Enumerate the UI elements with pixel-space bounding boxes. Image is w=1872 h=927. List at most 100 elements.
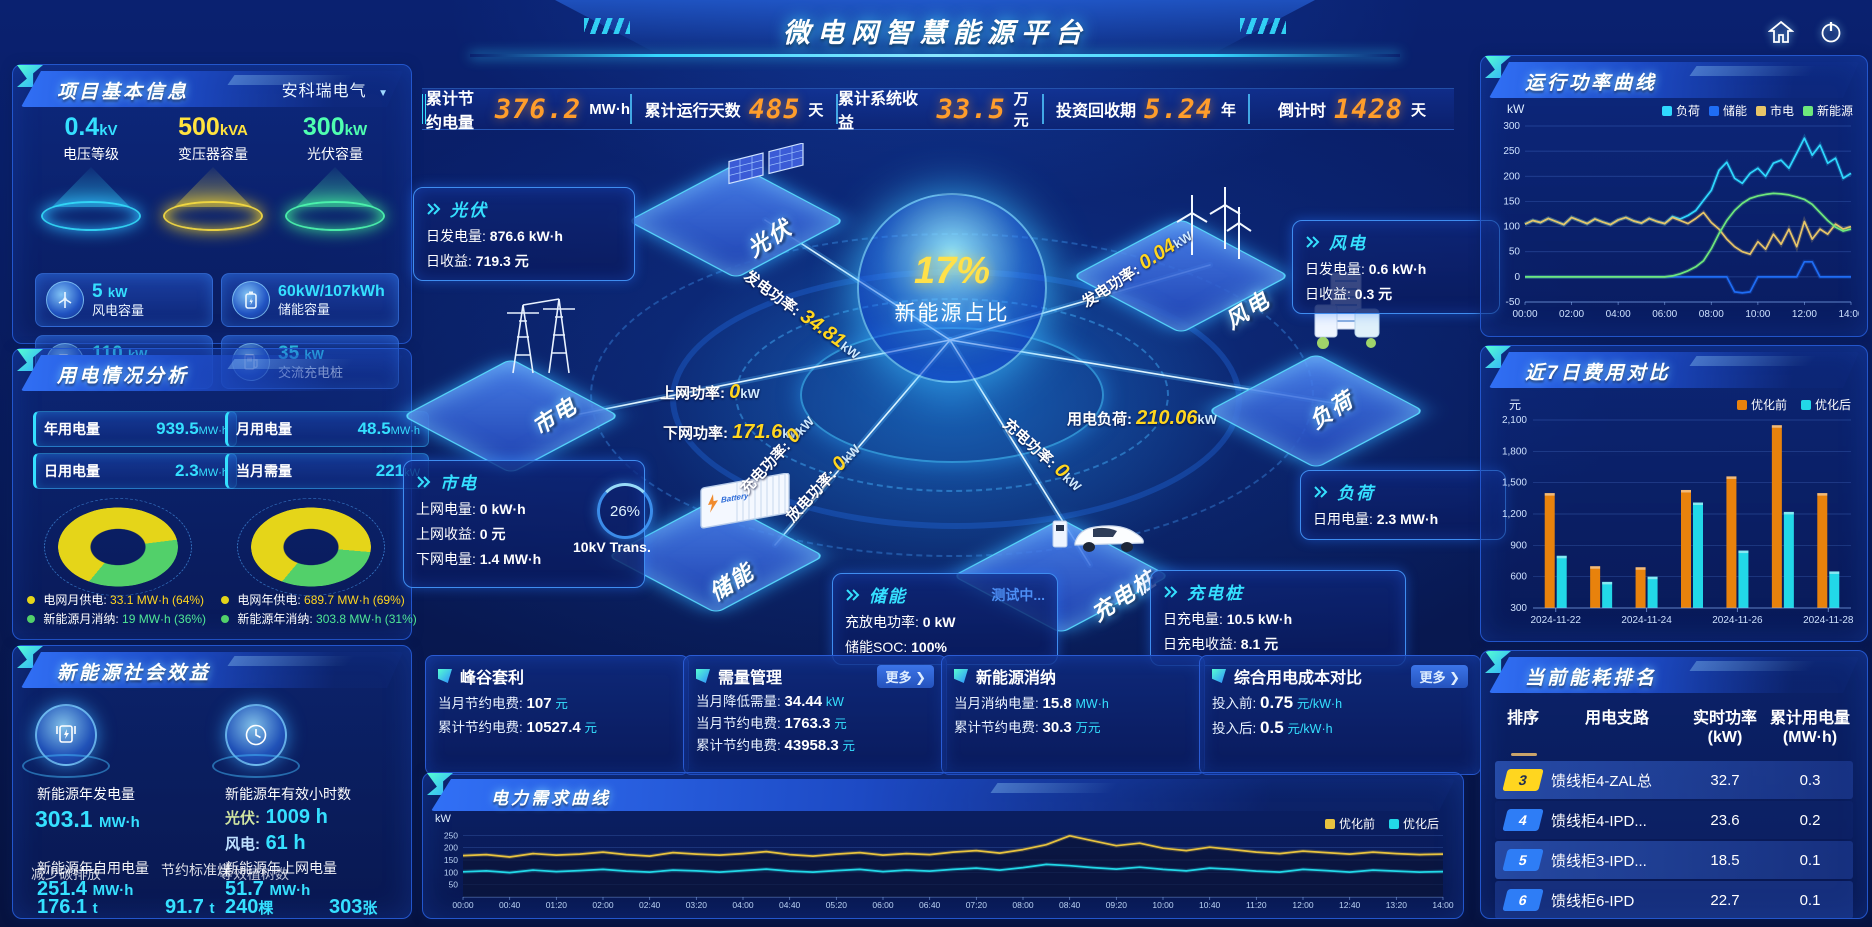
voltage-value: 0.4 xyxy=(64,113,100,141)
company-select[interactable]: 安科瑞电气 ▼ xyxy=(282,77,389,101)
card-icon xyxy=(1212,669,1226,683)
co2-label: 减少碳排放 xyxy=(31,866,101,882)
gen-year-label: 新能源年发电量 xyxy=(37,786,135,802)
header-left-slashes-icon xyxy=(584,18,630,34)
kpi-countdown: 倒计时 1428 天 xyxy=(1248,94,1454,125)
hours-label: 新能源年有效小时数 xyxy=(225,786,351,802)
cost-y-unit: 元 xyxy=(1509,398,1522,412)
svg-text:04:00: 04:00 xyxy=(732,900,754,910)
tile-wind-capacity: 5 kW 风电容量 xyxy=(35,273,213,327)
svg-text:06:00: 06:00 xyxy=(1652,309,1677,320)
card-icon xyxy=(438,669,452,683)
voltage-label: 电压等级 xyxy=(63,146,119,162)
svg-text:12:40: 12:40 xyxy=(1339,900,1361,910)
legend-dot-icon xyxy=(27,596,35,604)
svg-text:08:00: 08:00 xyxy=(1699,309,1724,320)
svg-text:300: 300 xyxy=(1503,121,1520,132)
charger-info-box: 充电桩 日充电量: 10.5 kW·h 日充电收益: 8.1 元 xyxy=(1150,570,1406,666)
svg-text:900: 900 xyxy=(1510,540,1527,551)
panel-cost-compare: 近7日费用对比 元 优化前 优化后 2,100 1,800 1,500 1,200 90… xyxy=(1480,345,1868,642)
cost-compare-chart: 2,100 1,800 1,500 1,200 900 600 300 2024-11-22 2… xyxy=(1502,415,1854,626)
table-row[interactable]: 4 馈线柜4-IPD... 23.6 0.2 xyxy=(1495,801,1853,839)
chevrons-icon xyxy=(426,202,442,216)
self-use-label: 新能源年自用电量 xyxy=(37,860,149,876)
svg-text:2,100: 2,100 xyxy=(1502,415,1527,426)
svg-text:13:20: 13:20 xyxy=(1386,900,1408,910)
pv-info-box: 光伏 日发电量: 876.6 kW·h 日收益: 719.3 元 xyxy=(413,187,635,281)
stat-day-usage: 日用电量 2.3MW·h xyxy=(33,453,237,489)
svg-text:600: 600 xyxy=(1510,572,1527,583)
transformer-pct: 26% xyxy=(609,502,641,520)
self-use-value: 251.4 MW·h xyxy=(37,878,134,900)
energy-flow-diagram: Battery 光伏 风电 市电 储能 充电桩 负荷 17% 新能源占比 光伏 … xyxy=(345,125,1506,666)
cone-stat-voltage: 0.4kV 电压等级 xyxy=(31,113,151,231)
panel-energy-ranking: 当前能耗排名 排序 用电支路 实时功率 (kW) 累计用电量 (MW·h) 3 馈线… xyxy=(1480,650,1868,919)
scroll-indicator xyxy=(1511,753,1537,756)
rank-badge: 5 xyxy=(1502,849,1544,871)
panel-cost-header: 近7日费用对比 xyxy=(1485,346,1859,388)
transformer-load-ring: 26% xyxy=(597,483,653,539)
cone-base-icon xyxy=(41,201,141,231)
pv-capacity-value: 300 xyxy=(302,113,345,141)
svg-text:100: 100 xyxy=(1503,222,1520,233)
chevrons-icon xyxy=(1305,235,1321,249)
svg-text:12:00: 12:00 xyxy=(1792,309,1817,320)
panel-demand-title: 电力需求曲线 xyxy=(491,789,611,808)
svg-text:00:00: 00:00 xyxy=(1512,309,1537,320)
donut-month-chart xyxy=(36,493,200,601)
kpi-saved-energy: 累计节约电量 376.2 MW·h xyxy=(422,91,630,132)
svg-text:06:40: 06:40 xyxy=(919,900,941,910)
svg-text:06:00: 06:00 xyxy=(872,900,894,910)
transformer-value: 500 xyxy=(178,113,220,141)
card-title: 综合用电成本对比 xyxy=(1234,670,1363,687)
home-button[interactable] xyxy=(1762,15,1800,53)
svg-text:02:00: 02:00 xyxy=(592,900,614,910)
svg-text:08:00: 08:00 xyxy=(1012,900,1034,910)
wind-capacity-value: 5 xyxy=(92,280,103,302)
svg-text:0: 0 xyxy=(1514,272,1520,283)
svg-text:250: 250 xyxy=(444,830,458,840)
chevron-down-icon: ▼ xyxy=(378,88,389,99)
ranking-table-header: 排序 用电支路 实时功率 (kW) 累计用电量 (MW·h) xyxy=(1506,710,1850,746)
battery-icon xyxy=(232,281,270,319)
chevrons-icon xyxy=(1163,585,1179,599)
svg-text:-50: -50 xyxy=(1506,297,1521,308)
svg-text:02:00: 02:00 xyxy=(1559,309,1584,320)
wind-hours-value: 风电: 61 h xyxy=(225,832,306,854)
more-button[interactable]: 更多 ❯ xyxy=(877,664,934,688)
wind-info-box: 风电 日发电量: 0.6 kW·h 日收益: 0.3 元 xyxy=(1292,220,1500,314)
panel-power-title: 运行功率曲线 xyxy=(1525,73,1658,94)
gen-year-value: 303.1 MW·h xyxy=(35,806,140,832)
legend-swatch-icon xyxy=(1388,819,1399,829)
svg-text:250: 250 xyxy=(1503,146,1520,157)
svg-text:10:00: 10:00 xyxy=(1152,900,1174,910)
svg-text:150: 150 xyxy=(444,855,458,865)
panel-demand-header: 电力需求曲线 xyxy=(427,773,1455,811)
power-button[interactable] xyxy=(1812,15,1850,53)
demand-curve-chart: 250 200 150 100 50 00:00 00:40 01:20 02:00 02:40 0… xyxy=(444,830,1454,910)
svg-text:200: 200 xyxy=(1503,171,1520,182)
card-renewable-consume: 新能源消纳 当月消纳电量: 15.8 MW·h 累计节约电费: 30.3 万元 xyxy=(941,655,1205,775)
chevrons-icon xyxy=(1313,485,1329,499)
feed-in-label: 新能源年上网电量 xyxy=(225,860,337,876)
storage-status: 测试中... xyxy=(991,586,1045,603)
rank-badge: 6 xyxy=(1502,889,1544,911)
card-cost-compare: 综合用电成本对比 更多 ❯ 投入前: 0.75 元/kW·h 投入后: 0.5 … xyxy=(1199,655,1481,775)
renewable-share-value: 17% xyxy=(913,249,991,292)
table-row[interactable]: 6 馈线柜6-IPD 22.7 0.1 xyxy=(1495,881,1853,918)
cone-stat-transformer: 500kVA 变压器容量 xyxy=(153,113,273,231)
card-icon xyxy=(696,669,710,683)
tree-label: 等效植树数 xyxy=(219,866,289,882)
legend-year-grid: 电网年供电: 689.7 MW·h (69%) xyxy=(221,591,405,608)
table-row[interactable]: 5 馈线柜3-IPD... 18.5 0.1 xyxy=(1495,841,1853,879)
more-button[interactable]: 更多 ❯ xyxy=(1411,664,1468,688)
pv-hours-value: 光伏: 1009 h xyxy=(225,806,328,828)
legend-dot-icon xyxy=(27,615,35,623)
legend-swatch-icon xyxy=(1661,106,1672,116)
wind-capacity-label: 风电容量 xyxy=(92,302,145,318)
feed-in-value: 51.7 MW·h xyxy=(225,878,311,900)
panel-benefit-title: 新能源社会效益 xyxy=(57,663,212,684)
header-glow-line xyxy=(470,54,1400,57)
co2-value: 176.1 t xyxy=(37,896,98,918)
table-row[interactable]: 3 馈线柜4-ZAL总 32.7 0.3 xyxy=(1495,761,1853,799)
